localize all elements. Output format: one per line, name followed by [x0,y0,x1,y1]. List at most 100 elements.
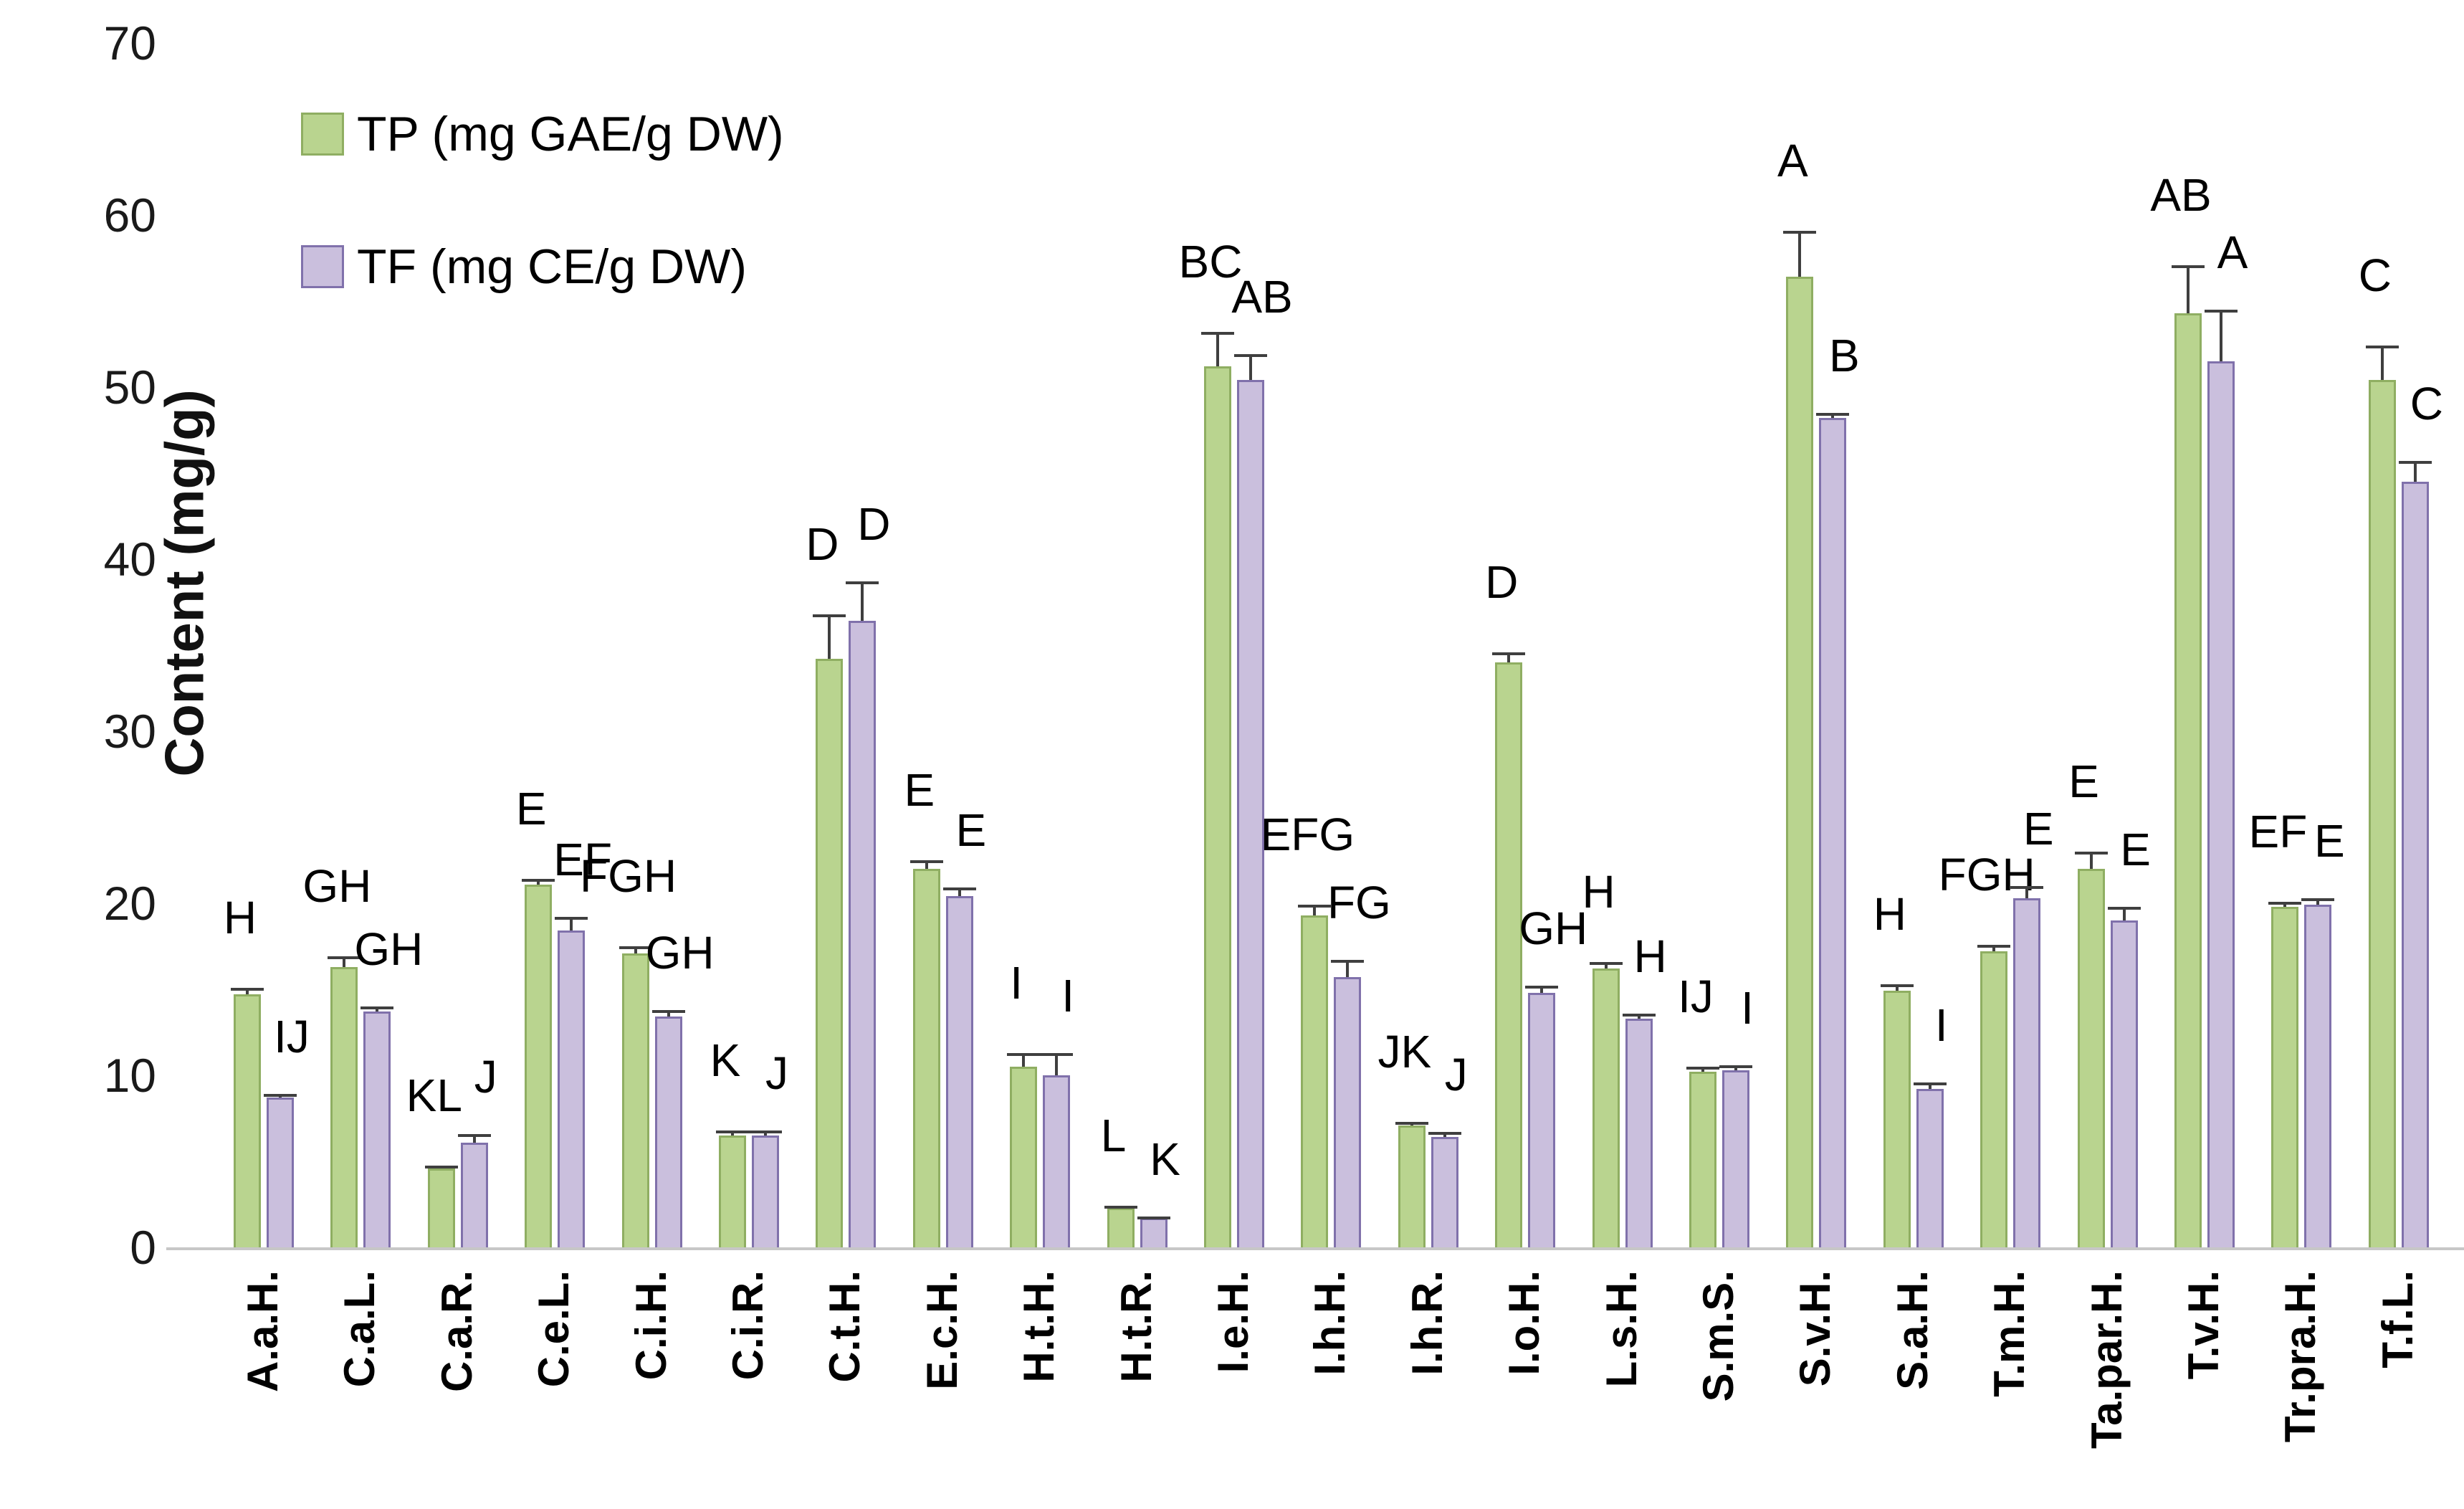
error-bar [1992,944,1996,952]
tf-bar [1140,1218,1167,1247]
error-bar-cap [2205,310,2238,313]
x-tick-label: T.m.H. [1985,1270,2034,1397]
significance-letter: EFG [1260,809,1355,861]
error-bar-cap [264,1094,297,1098]
error-bar-cap [651,1009,685,1013]
y-tick-label: 0 [130,1221,156,1274]
error-bar [1507,652,1511,662]
tp-bar [1010,1067,1038,1247]
tp-legend-swatch [301,113,344,156]
error-bar-cap [328,956,361,960]
error-bar [667,1009,670,1017]
tf-bar [849,621,877,1247]
error-bar-cap [2010,886,2044,889]
error-bar-cap [1104,1206,1137,1209]
x-tick-label: I.o.H. [1500,1270,1549,1376]
tp-legend-label: TP (mg GAE/g DW) [357,107,784,161]
error-bar-cap [1007,1052,1041,1056]
y-tick-label: 50 [103,361,156,414]
significance-letter: E [955,804,987,857]
error-bar [343,956,346,967]
significance-letter: H [1873,887,1906,940]
error-bar [925,860,928,869]
significance-letter: J [1444,1049,1468,1101]
significance-letter: H [1633,930,1667,982]
error-bar-cap [1525,986,1559,989]
significance-letter: E [515,783,547,835]
error-bar-cap [424,1166,458,1168]
tf-bar [654,1017,682,1247]
error-bar-cap [909,860,943,863]
x-tick-label: C.i.R. [724,1270,772,1381]
tf-bar [363,1011,391,1247]
error-bar [2025,886,2029,898]
tf-bar [2013,898,2041,1247]
significance-letter: A [1777,134,1808,186]
tp-bar [2077,869,2105,1247]
significance-letter: I [1061,969,1075,1022]
significance-letter: BC [1178,236,1243,288]
tp-bar [2368,380,2396,1247]
y-tick-label: 20 [103,877,156,930]
error-bar-cap [2107,906,2141,910]
significance-letter: GH [354,923,424,975]
significance-letter: IJ [1678,971,1714,1022]
tp-bar [234,994,261,1247]
error-bar-cap [1234,354,1267,358]
error-bar-cap [716,1130,749,1133]
tp-bar [2174,313,2202,1247]
tf-bar [2207,361,2235,1247]
error-bar-cap [813,614,846,617]
x-tick-label: C.i.H. [626,1270,675,1381]
error-bar-cap [1816,413,1850,416]
significance-letter: E [2314,814,2345,867]
tf-legend-swatch [301,245,344,288]
tf-bar [460,1142,488,1247]
error-bar-cap [231,987,264,991]
tp-bar [2271,906,2299,1247]
tf-bar [945,896,973,1247]
error-bar [958,887,961,897]
significance-letter: EF [553,834,613,886]
tp-bar [525,884,553,1247]
error-bar-cap [2074,852,2108,855]
significance-letter: H [1582,865,1615,918]
y-tick-label: 40 [103,533,156,586]
error-bar-cap [1783,230,1817,234]
x-tick-label: T.f.L. [2373,1270,2422,1368]
tf-legend-label: TF (mg CE/g DW) [357,239,747,294]
significance-letter: FGH [1938,848,2035,900]
error-bar-cap [360,1006,394,1009]
x-tick-label: A.a.H. [239,1270,287,1393]
significance-letter: I [1741,981,1754,1034]
error-bar [1313,905,1317,915]
error-bar [1604,961,1608,969]
tf-bar [1431,1137,1458,1247]
error-bar-cap [1880,984,1914,987]
x-tick-label: H.t.H. [1015,1270,1064,1383]
error-bar-cap [2268,901,2302,905]
error-bar-cap [1298,905,1332,908]
y-axis-title: Content (mg/g) [154,389,216,777]
significance-letter: D [806,518,839,570]
x-tick-label: C.t.H. [821,1270,869,1383]
error-bar [2089,852,2093,869]
tp-bar [816,659,844,1247]
significance-letter: K [710,1034,741,1086]
significance-letter: I [1010,956,1023,1009]
significance-letter: E [2023,803,2054,855]
significance-letter: E [2120,823,2151,875]
error-bar-cap [619,946,652,949]
tf-bar [1722,1070,1749,1247]
error-bar [1022,1052,1026,1067]
error-bar [2380,346,2384,381]
tf-bar [2401,482,2429,1247]
tp-bar [621,953,649,1247]
tp-bar [1786,277,1814,1247]
tp-bar [330,966,358,1247]
error-bar-cap [1428,1132,1461,1136]
x-tick-label: C.a.L. [335,1270,384,1388]
tf-bar [1237,380,1264,1247]
error-bar-cap [1201,332,1234,335]
error-bar-cap [1395,1121,1428,1125]
